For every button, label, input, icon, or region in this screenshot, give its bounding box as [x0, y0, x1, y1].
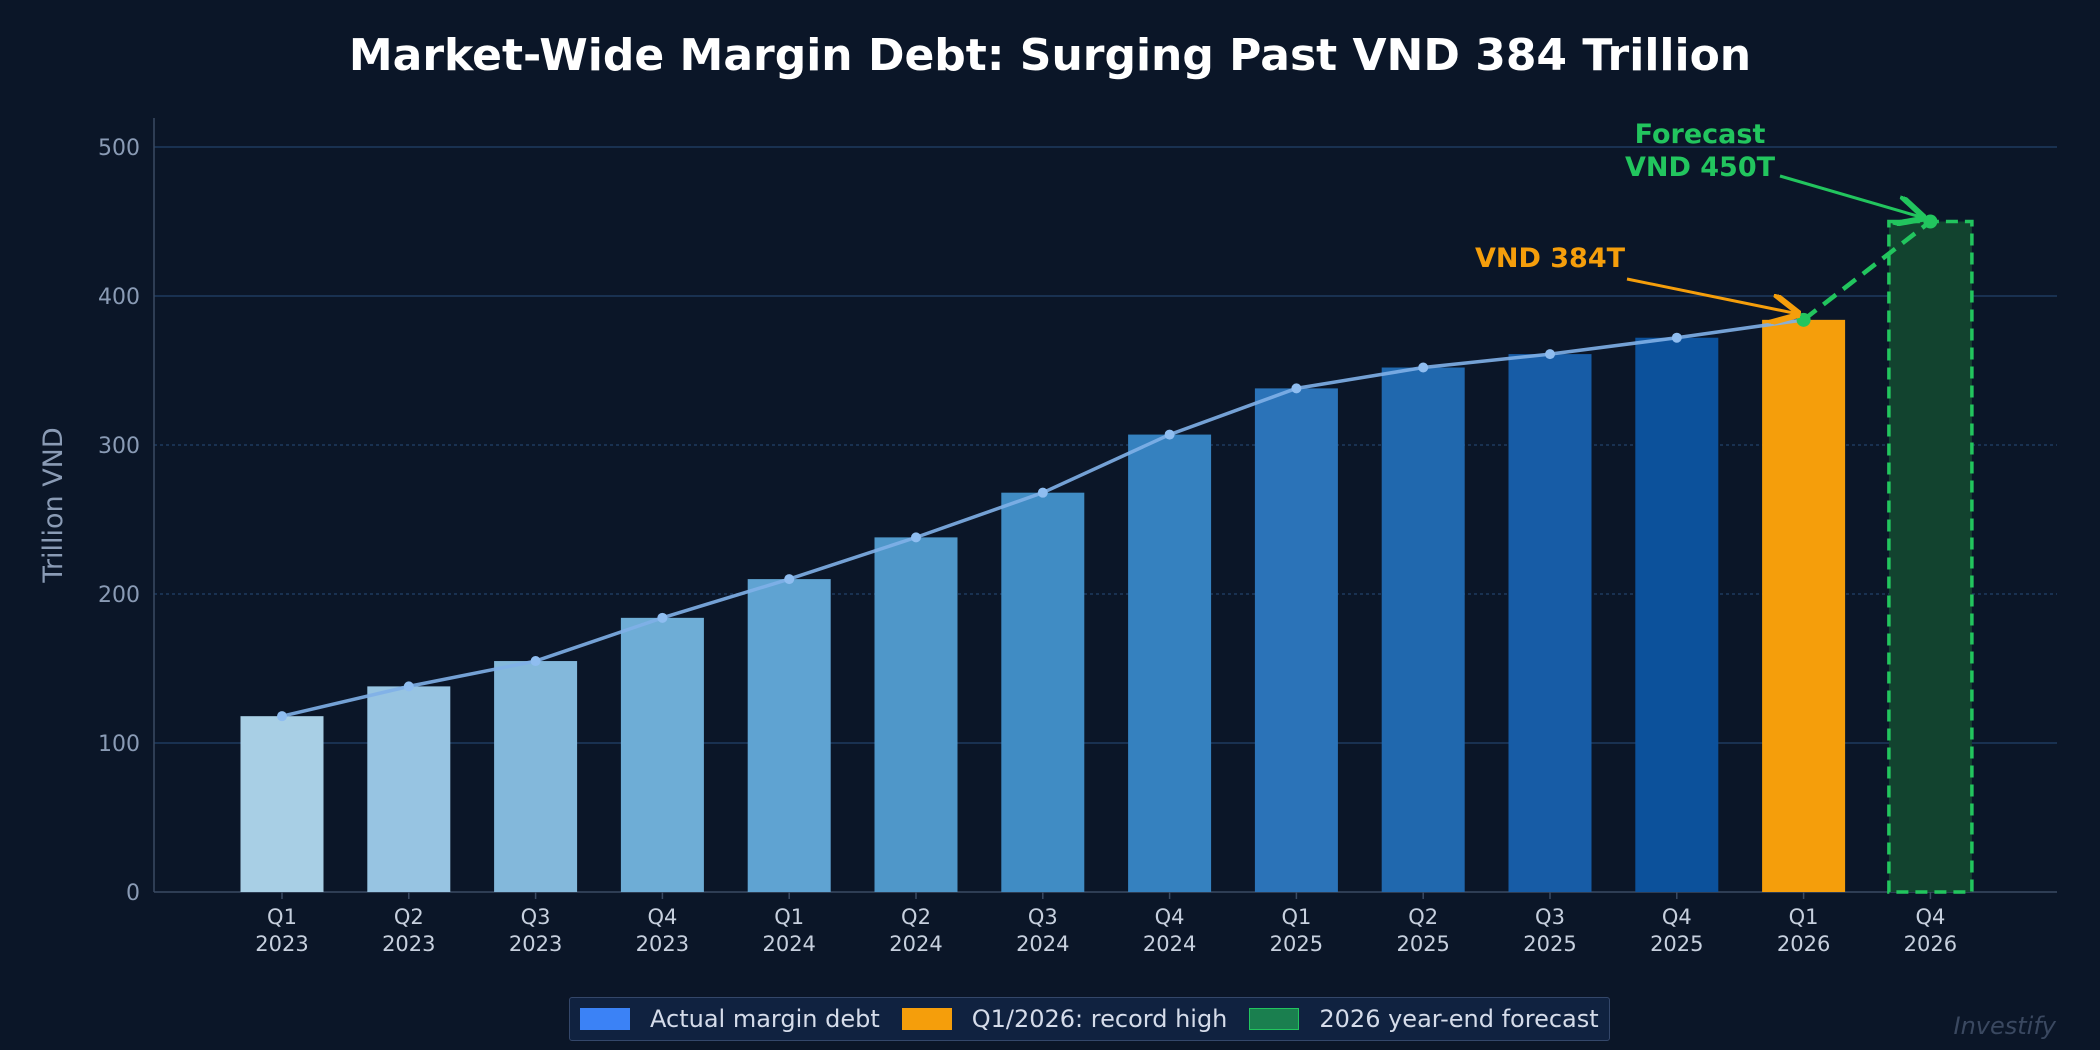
point-forecast: [1923, 214, 1938, 229]
trend-point: [1545, 349, 1555, 360]
x-tick-label-year: 2023: [509, 932, 562, 956]
point-record: [1796, 312, 1811, 327]
legend-patch-actual: [580, 1008, 630, 1030]
x-tick-label-quarter: Q1: [1789, 905, 1819, 929]
x-tick-label-year: 2025: [1396, 932, 1449, 956]
bar-Q2-2025: [1381, 367, 1465, 892]
x-tick-label-year: 2023: [255, 932, 308, 956]
trend-point: [1037, 487, 1048, 498]
forecast-line: [1802, 219, 1932, 322]
annotation-forecast-line2: VND 450T: [1625, 152, 1776, 183]
x-tick-label-quarter: Q4: [647, 905, 677, 929]
trend-point: [530, 656, 541, 667]
bar-Q1-2023: [240, 716, 324, 892]
x-tick-label-year: 2024: [1143, 932, 1196, 956]
x-tick-label-year: 2024: [889, 932, 942, 956]
legend-label-forecast: 2026 year-end forecast: [1319, 1005, 1599, 1033]
legend-item-record: Q1/2026: record high: [901, 1005, 1228, 1033]
bar-Q1-2026: [1762, 319, 1846, 893]
trend-point: [784, 574, 795, 585]
annotation-record-arrow: [1626, 277, 1798, 314]
y-tick-label: 400: [98, 285, 140, 310]
legend-item-actual: Actual margin debt: [580, 1005, 880, 1033]
x-tick-label-year: 2025: [1523, 932, 1576, 956]
y-tick-label: 100: [98, 732, 140, 757]
bar-Q4-2023: [620, 617, 704, 892]
y-axis-label: Trillion VND: [38, 427, 69, 583]
x-tick-label-quarter: Q1: [1281, 905, 1311, 929]
bar-Q3-2024: [1001, 492, 1085, 892]
bar-Q2-2024: [874, 537, 958, 892]
y-tick-label: 0: [126, 881, 140, 906]
x-tick-label-quarter: Q4: [1915, 905, 1945, 929]
trend-point: [657, 612, 668, 623]
y-tick-label: 500: [98, 136, 140, 161]
x-tick-label-year: 2025: [1270, 932, 1323, 956]
x-tick-label-quarter: Q3: [1028, 905, 1058, 929]
watermark: Investify: [1953, 1012, 2057, 1040]
bar-Q1-2024: [747, 579, 831, 892]
x-tick-label-quarter: Q2: [901, 905, 931, 929]
x-tick-label-quarter: Q2: [394, 905, 424, 929]
annotation-record: VND 384T: [1475, 243, 1626, 274]
x-tick-label-year: 2026: [1904, 932, 1957, 956]
bar-Q4-2024: [1128, 434, 1212, 892]
legend-item-forecast: 2026 year-end forecast: [1249, 1005, 1599, 1033]
x-tick-label-year: 2023: [636, 932, 689, 956]
bar-Q3-2023: [494, 661, 578, 892]
x-tick-label-quarter: Q3: [1535, 905, 1565, 929]
x-tick-label-quarter: Q1: [267, 905, 297, 929]
legend: Actual margin debt Q1/2026: record high …: [569, 997, 1610, 1041]
bar-Q1-2025: [1254, 388, 1338, 892]
trend-point: [1291, 383, 1302, 394]
legend-patch-record: [901, 1008, 952, 1030]
y-tick-label: 300: [98, 434, 140, 459]
trend-point: [911, 532, 921, 543]
bar-Q4-2026: [1887, 219, 1974, 894]
trend-point: [1418, 362, 1429, 373]
x-tick-label-year: 2026: [1777, 932, 1830, 956]
x-tick-label-year: 2024: [1016, 932, 1069, 956]
trend-point: [277, 711, 287, 722]
x-tick-label-year: 2025: [1650, 932, 1703, 956]
x-tick-label-quarter: Q4: [1155, 905, 1185, 929]
chart-title: Market-Wide Margin Debt: Surging Past VN…: [348, 30, 1752, 81]
bar-Q4-2025: [1635, 337, 1719, 893]
x-tick-label-year: 2024: [762, 932, 815, 956]
x-tick-label-quarter: Q4: [1662, 905, 1692, 929]
y-tick-label: 200: [98, 583, 140, 608]
trend-point: [1164, 429, 1175, 440]
bar-Q2-2023: [367, 686, 451, 892]
trend-point: [1671, 332, 1682, 343]
x-tick-label-year: 2023: [382, 932, 435, 956]
annotation-forecast-arrow: [1779, 174, 1922, 218]
bar-Q3-2025: [1508, 354, 1592, 892]
trend-point: [403, 681, 414, 692]
x-tick-label-quarter: Q2: [1408, 905, 1438, 929]
legend-patch-forecast: [1249, 1008, 1300, 1030]
legend-label-actual: Actual margin debt: [650, 1005, 880, 1033]
x-tick-label-quarter: Q1: [774, 905, 804, 929]
legend-label-record: Q1/2026: record high: [971, 1005, 1228, 1033]
annotation-forecast-line1: Forecast: [1635, 119, 1766, 150]
x-tick-label-quarter: Q3: [521, 905, 551, 929]
